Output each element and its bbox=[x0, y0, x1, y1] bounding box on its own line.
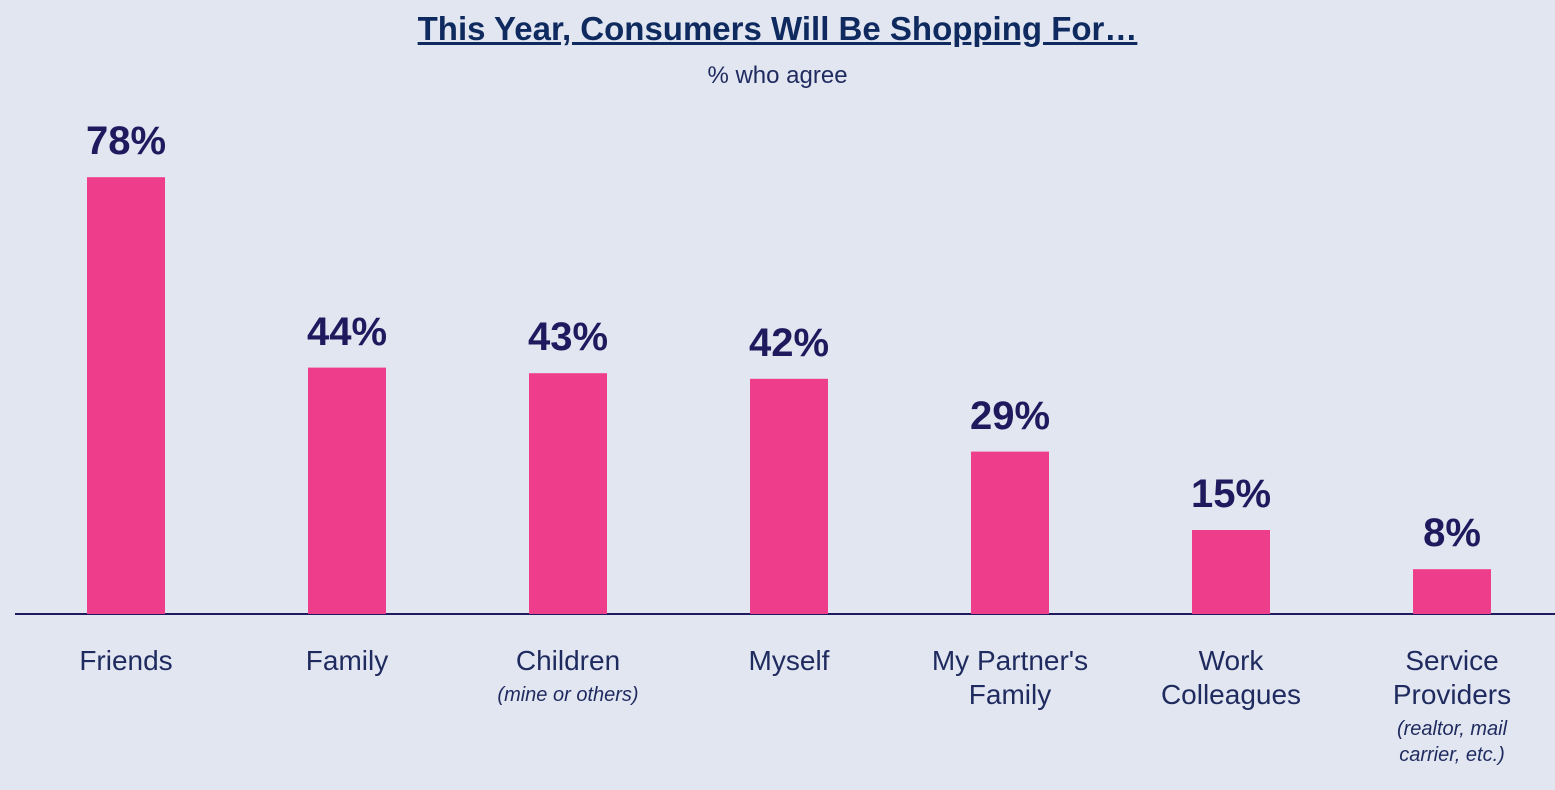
x-tick-label: Work Colleagues bbox=[1160, 645, 1302, 710]
value-label: 43% bbox=[527, 315, 609, 360]
chart-subtitle: % who agree bbox=[707, 62, 848, 89]
bar bbox=[971, 451, 1049, 614]
bar bbox=[87, 177, 165, 614]
x-tick-label: Myself bbox=[748, 645, 830, 676]
x-tick-label: My Partner's Family bbox=[931, 645, 1089, 710]
bar bbox=[1192, 530, 1270, 614]
value-label: 44% bbox=[306, 309, 388, 354]
value-label: 8% bbox=[1423, 511, 1481, 556]
x-tick-label: Family bbox=[305, 645, 389, 676]
value-label: 29% bbox=[969, 393, 1051, 438]
x-tick-label: Service Providers bbox=[1392, 645, 1512, 710]
bar bbox=[1413, 569, 1491, 614]
value-label: 42% bbox=[748, 320, 830, 365]
category-note: (mine or others) bbox=[497, 684, 639, 706]
bar bbox=[308, 367, 386, 614]
bar bbox=[750, 378, 828, 614]
value-label: 78% bbox=[85, 119, 167, 164]
value-label: 15% bbox=[1190, 472, 1272, 516]
category-note: (realtor, mail carrier, etc.) bbox=[1396, 718, 1508, 766]
x-tick-label: Children bbox=[515, 645, 621, 676]
chart-title: This Year, Consumers Will Be Shopping Fo… bbox=[417, 10, 1138, 47]
bar bbox=[529, 373, 607, 614]
x-tick-label: Friends bbox=[79, 645, 173, 676]
